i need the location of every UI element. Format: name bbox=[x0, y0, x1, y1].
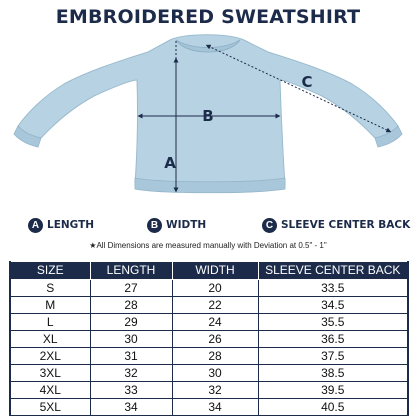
cell-sleeve: 35.5 bbox=[257, 313, 409, 331]
header-width: WIDTH bbox=[171, 261, 259, 280]
cell-size: M bbox=[9, 296, 91, 314]
table-row: S 27 20 33.5 bbox=[9, 279, 409, 297]
legend-badge-b: B bbox=[147, 217, 162, 233]
sweatshirt-diagram: A B C bbox=[13, 34, 403, 194]
cell-size: 2XL bbox=[9, 347, 91, 365]
table-header-row: SIZE LENGTH WIDTH SLEEVE CENTER BACK bbox=[9, 261, 409, 280]
cell-width: 26 bbox=[171, 330, 259, 348]
header-size: SIZE bbox=[9, 261, 91, 280]
star-icon: ★ bbox=[89, 241, 97, 250]
legend-item-sleeve-center-back: C SLEEVE CENTER BACK bbox=[262, 216, 410, 234]
cell-length: 31 bbox=[89, 347, 173, 365]
table-row: M 28 22 34.5 bbox=[9, 296, 409, 314]
cell-size: S bbox=[9, 279, 91, 297]
cell-width: 24 bbox=[171, 313, 259, 331]
cell-sleeve: 39.5 bbox=[257, 381, 409, 399]
measurement-guides bbox=[137, 41, 392, 193]
marker-b-label: B bbox=[202, 107, 213, 125]
table-row: 3XL 32 30 38.5 bbox=[9, 364, 409, 382]
cell-size: 3XL bbox=[9, 364, 91, 382]
cell-length: 30 bbox=[89, 330, 173, 348]
marker-c-label: C bbox=[301, 73, 312, 91]
cell-size: 4XL bbox=[9, 381, 91, 399]
cell-length: 27 bbox=[89, 279, 173, 297]
legend-item-length: A LENGTH bbox=[28, 216, 94, 234]
cell-width: 30 bbox=[171, 364, 259, 382]
page-title: EMBROIDERED SWEATSHIRT bbox=[55, 6, 361, 28]
legend-badge-a: A bbox=[28, 217, 43, 233]
cell-length: 34 bbox=[89, 398, 173, 416]
cell-width: 20 bbox=[171, 279, 259, 297]
legend-label-width: WIDTH bbox=[166, 219, 207, 231]
measurement-note-text: All Dimensions are measured manually wit… bbox=[96, 241, 327, 250]
marker-a: A bbox=[164, 154, 176, 172]
size-chart-table: SIZE LENGTH WIDTH SLEEVE CENTER BACK S 2… bbox=[9, 261, 409, 416]
cell-size: L bbox=[9, 313, 91, 331]
marker-b: B bbox=[202, 107, 213, 125]
cell-sleeve: 40.5 bbox=[257, 398, 409, 416]
cell-sleeve: 38.5 bbox=[257, 364, 409, 382]
header-sleeve-center-back: SLEEVE CENTER BACK bbox=[257, 261, 409, 280]
legend-label-sleeve-center-back: SLEEVE CENTER BACK bbox=[281, 219, 411, 231]
legend-badge-c: C bbox=[262, 217, 277, 233]
cell-length: 29 bbox=[89, 313, 173, 331]
measurement-note: ★All Dimensions are measured manually wi… bbox=[0, 241, 416, 250]
marker-c: C bbox=[301, 73, 312, 91]
cell-sleeve: 36.5 bbox=[257, 330, 409, 348]
cell-length: 33 bbox=[89, 381, 173, 399]
table-row: 2XL 31 28 37.5 bbox=[9, 347, 409, 365]
measurement-legend: A LENGTH B WIDTH C SLEEVE CENTER BACK bbox=[0, 216, 416, 236]
cell-length: 32 bbox=[89, 364, 173, 382]
table-row: 4XL 33 32 39.5 bbox=[9, 381, 409, 399]
table-row: L 29 24 35.5 bbox=[9, 313, 409, 331]
cell-length: 28 bbox=[89, 296, 173, 314]
cell-width: 32 bbox=[171, 381, 259, 399]
cell-sleeve: 33.5 bbox=[257, 279, 409, 297]
cell-width: 22 bbox=[171, 296, 259, 314]
cell-size: XL bbox=[9, 330, 91, 348]
table-row: XL 30 26 36.5 bbox=[9, 330, 409, 348]
header-length: LENGTH bbox=[89, 261, 173, 280]
cell-sleeve: 37.5 bbox=[257, 347, 409, 365]
cell-width: 28 bbox=[171, 347, 259, 365]
cell-size: 5XL bbox=[9, 398, 91, 416]
table-row: 5XL 34 34 40.5 bbox=[9, 398, 409, 416]
legend-item-width: B WIDTH bbox=[147, 216, 206, 234]
marker-a-label: A bbox=[164, 154, 176, 172]
cell-width: 34 bbox=[171, 398, 259, 416]
legend-label-length: LENGTH bbox=[47, 219, 95, 231]
cell-sleeve: 34.5 bbox=[257, 296, 409, 314]
